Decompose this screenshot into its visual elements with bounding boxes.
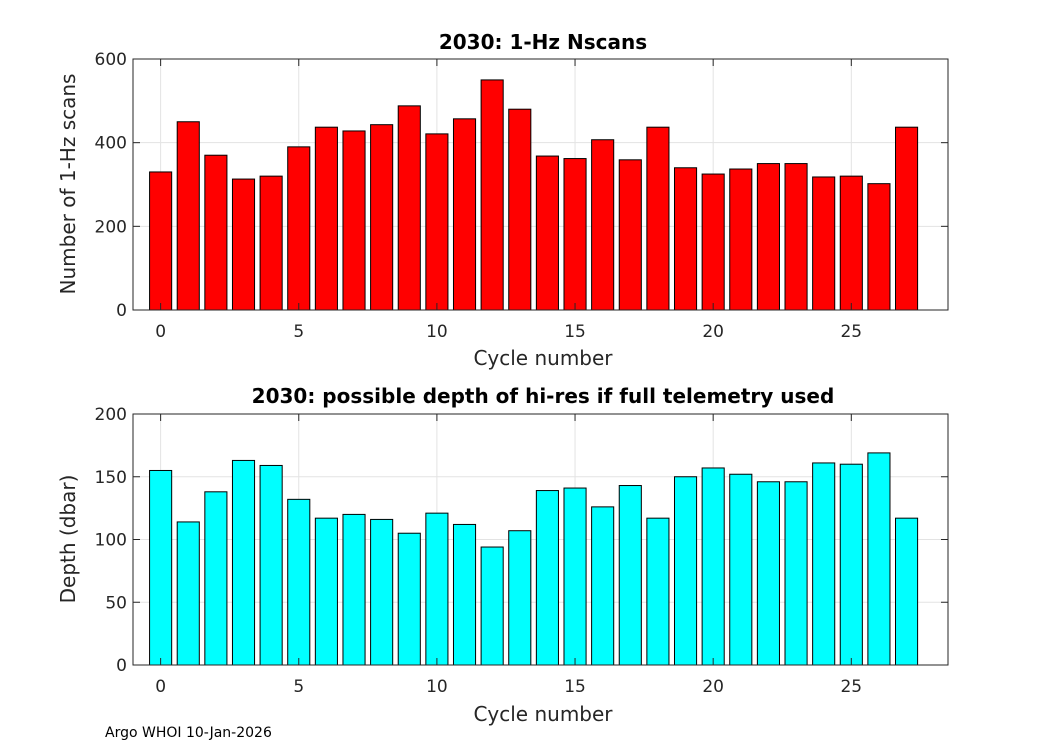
bar	[231, 178, 256, 311]
x-tick-label: 0	[155, 677, 166, 697]
bar	[729, 168, 753, 311]
x-tick-label: 10	[426, 677, 448, 697]
bar	[701, 173, 725, 311]
bar	[701, 467, 725, 666]
bar	[149, 171, 173, 311]
bar	[204, 491, 228, 666]
bar	[480, 79, 504, 311]
x-tick-label: 10	[426, 322, 448, 342]
bar	[895, 517, 919, 666]
bar	[784, 163, 808, 311]
bar	[895, 126, 919, 311]
y-tick-label: 200	[95, 217, 127, 237]
bar	[452, 523, 477, 666]
y-tick-label: 600	[95, 50, 127, 70]
bar	[535, 155, 559, 311]
bar	[231, 459, 256, 666]
y-tick-label: 100	[95, 531, 127, 551]
bar	[425, 512, 449, 666]
x-tick-label: 25	[840, 677, 862, 697]
x-tick-label: 20	[702, 677, 724, 697]
x-tick-label: 5	[293, 322, 304, 342]
y-tick-label: 200	[95, 405, 127, 425]
y-tick-label: 0	[116, 301, 127, 321]
bar	[397, 105, 421, 311]
bar	[176, 521, 200, 666]
y-tick-label: 400	[95, 134, 127, 154]
bar	[591, 139, 615, 311]
y-axis-label: Depth (dbar)	[56, 475, 80, 604]
nscans-chart: 2030: 1-Hz Nscans 0 5 10 15 20 25 0 200 400 600 C…	[56, 30, 949, 370]
bar	[839, 175, 863, 311]
bar	[646, 126, 670, 311]
x-axis-label: Cycle number	[473, 702, 613, 726]
bar	[618, 485, 642, 666]
depth-chart: 2030: possible depth of hi-res if full t…	[56, 384, 949, 726]
bar	[370, 124, 394, 311]
bar	[646, 517, 670, 666]
bar	[867, 183, 891, 311]
chart-title: 2030: possible depth of hi-res if full t…	[252, 384, 835, 408]
bar	[287, 498, 311, 666]
bar	[342, 130, 366, 311]
bar	[618, 159, 642, 311]
y-tick-label: 150	[95, 468, 127, 488]
bar	[480, 546, 504, 666]
bar	[839, 463, 863, 666]
bar	[176, 121, 200, 311]
axes-box	[132, 58, 949, 311]
bar	[452, 118, 477, 311]
x-axis-label: Cycle number	[473, 346, 613, 370]
y-axis-label: Number of 1-Hz scans	[56, 74, 80, 295]
bar	[756, 481, 780, 666]
x-tick-label: 15	[564, 322, 586, 342]
bar	[314, 126, 338, 311]
bar	[259, 175, 283, 311]
y-tick-label: 0	[116, 656, 127, 676]
bar	[563, 487, 587, 666]
bar	[535, 490, 559, 666]
bar	[756, 163, 780, 311]
bar	[591, 506, 615, 666]
bar	[259, 464, 283, 666]
bar	[673, 476, 698, 666]
bar	[370, 518, 394, 666]
bar	[342, 513, 366, 666]
bar	[673, 167, 698, 311]
x-tick-label: 20	[702, 322, 724, 342]
bar	[563, 158, 587, 311]
x-tick-label: 0	[155, 322, 166, 342]
footer-credit: Argo WHOI 10-Jan-2026	[105, 725, 272, 741]
chart-title: 2030: 1-Hz Nscans	[439, 30, 647, 54]
bar	[784, 481, 808, 666]
x-tick-label: 15	[564, 677, 586, 697]
bar	[287, 146, 311, 311]
bar	[425, 133, 449, 311]
bar	[508, 108, 532, 311]
bar	[729, 473, 753, 666]
bar	[397, 532, 421, 666]
bar	[812, 176, 836, 311]
x-tick-label: 25	[840, 322, 862, 342]
bar	[314, 517, 338, 666]
bar	[867, 452, 891, 666]
bar	[812, 462, 836, 666]
bar	[149, 469, 173, 666]
bar	[508, 530, 532, 666]
bar	[204, 154, 228, 311]
y-tick-label: 50	[105, 593, 127, 613]
x-tick-label: 5	[293, 677, 304, 697]
